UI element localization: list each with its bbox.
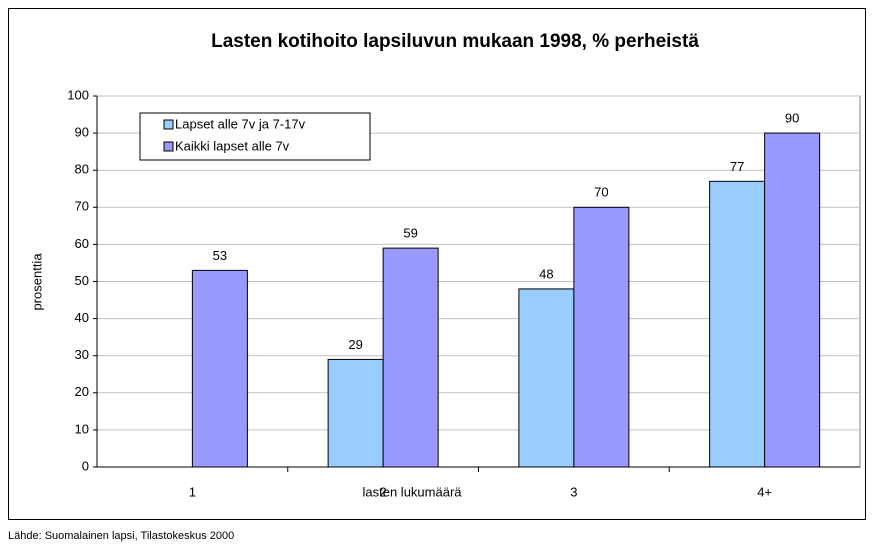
y-tick-label: 90: [75, 125, 89, 140]
y-tick-label: 30: [75, 347, 89, 362]
bar: [191, 269, 248, 468]
bar: [709, 180, 766, 468]
value-label: 29: [348, 337, 362, 352]
y-tick-label: 100: [67, 87, 89, 102]
y-axis-label: prosenttia: [29, 253, 44, 311]
y-tick-label: 40: [75, 310, 89, 325]
bar: [573, 206, 630, 468]
bar: [764, 132, 821, 468]
x-axis-label: lasten lukumäärä: [363, 484, 463, 499]
x-tick-label: 2: [380, 484, 387, 499]
bar: [382, 247, 439, 468]
value-label: 70: [594, 185, 608, 200]
y-tick-label: 20: [75, 384, 89, 399]
value-label: 90: [785, 111, 799, 126]
y-tick-label: 50: [75, 273, 89, 288]
value-label: 77: [730, 159, 744, 174]
y-tick-label: 10: [75, 421, 89, 436]
x-tick-label: 3: [570, 484, 577, 499]
legend-swatch: [163, 119, 174, 130]
y-tick-label: 60: [75, 236, 89, 251]
legend-label: Kaikki lapset alle 7v: [175, 138, 290, 153]
x-tick-label: 1: [189, 484, 196, 499]
value-label: 48: [539, 266, 553, 281]
chart-title: Lasten kotihoito lapsiluvun mukaan 1998,…: [211, 31, 699, 52]
legend-swatch: [163, 141, 174, 152]
bar: [327, 358, 384, 468]
value-label: 59: [403, 226, 417, 241]
x-tick-label: 4+: [757, 484, 772, 499]
bar: [518, 288, 575, 468]
y-tick-label: 80: [75, 162, 89, 177]
value-label: 53: [213, 248, 227, 263]
legend-label: Lapset alle 7v ja 7-17v: [175, 116, 306, 131]
legend-box: [139, 112, 371, 161]
source-note: Lähde: Suomalainen lapsi, Tilastokeskus …: [8, 530, 234, 542]
y-tick-label: 70: [75, 199, 89, 214]
y-tick-label: 0: [82, 458, 89, 473]
